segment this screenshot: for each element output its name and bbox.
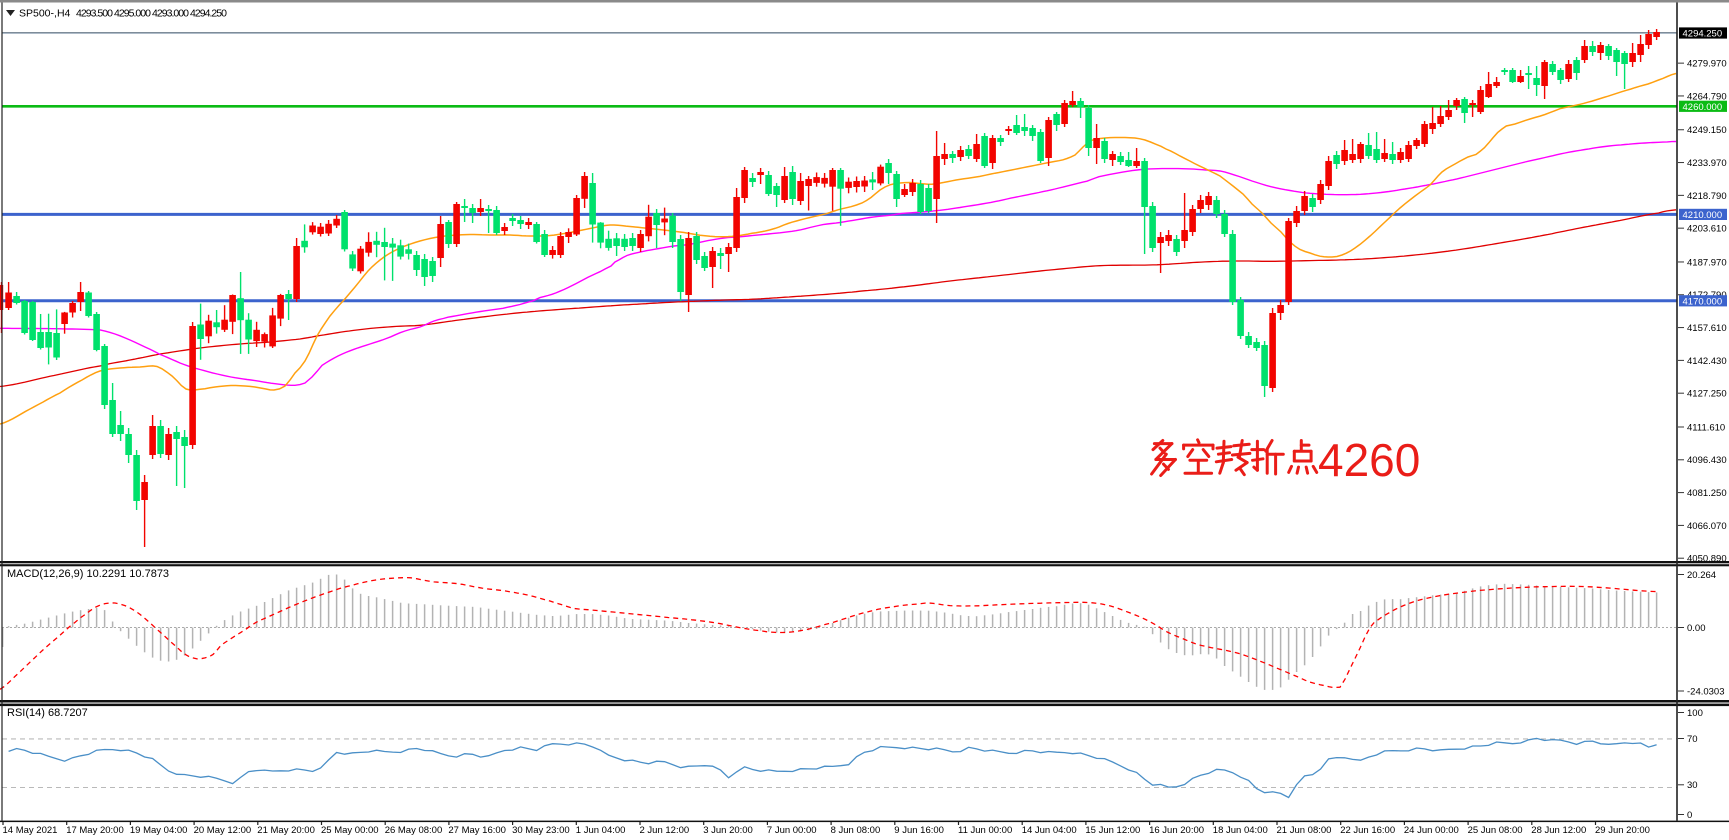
svg-text:4170.000: 4170.000	[1683, 296, 1723, 307]
svg-text:18 Jun 04:00: 18 Jun 04:00	[1213, 825, 1268, 836]
svg-text:4081.250: 4081.250	[1687, 488, 1727, 499]
svg-text:25 May 00:00: 25 May 00:00	[321, 825, 379, 836]
svg-text:4279.970: 4279.970	[1687, 59, 1727, 70]
svg-text:-24.0303: -24.0303	[1687, 686, 1725, 697]
svg-text:26 May 08:00: 26 May 08:00	[385, 825, 443, 836]
svg-text:4233.970: 4233.970	[1687, 158, 1727, 169]
svg-text:100: 100	[1687, 708, 1703, 719]
svg-text:4127.250: 4127.250	[1687, 389, 1727, 400]
svg-text:25 Jun 08:00: 25 Jun 08:00	[1468, 825, 1523, 836]
svg-text:4096.430: 4096.430	[1687, 455, 1727, 466]
svg-text:4142.430: 4142.430	[1687, 356, 1727, 367]
svg-text:11 Jun 00:00: 11 Jun 00:00	[958, 825, 1012, 836]
svg-text:29 Jun 20:00: 29 Jun 20:00	[1595, 825, 1650, 836]
svg-text:4187.970: 4187.970	[1687, 257, 1727, 268]
svg-text:19 May 04:00: 19 May 04:00	[130, 825, 188, 836]
svg-text:22 Jun 16:00: 22 Jun 16:00	[1340, 825, 1395, 836]
svg-text:MACD(12,26,9) 10.2291 10.7873: MACD(12,26,9) 10.2291 10.7873	[7, 568, 169, 580]
svg-text:20.264: 20.264	[1687, 570, 1716, 581]
svg-text:21 May 20:00: 21 May 20:00	[257, 825, 315, 836]
svg-text:0.00: 0.00	[1687, 623, 1706, 634]
svg-text:1 Jun 04:00: 1 Jun 04:00	[576, 825, 626, 836]
svg-text:4249.150: 4249.150	[1687, 125, 1727, 136]
svg-text:2 Jun 12:00: 2 Jun 12:00	[640, 825, 690, 836]
svg-text:RSI(14) 68.7207: RSI(14) 68.7207	[7, 707, 88, 719]
svg-text:20 May 12:00: 20 May 12:00	[194, 825, 252, 836]
svg-text:70: 70	[1687, 734, 1698, 745]
svg-text:8 Jun 08:00: 8 Jun 08:00	[831, 825, 881, 836]
svg-text:4050.890: 4050.890	[1687, 554, 1727, 565]
svg-text:4260: 4260	[1318, 434, 1420, 486]
svg-text:9 Jun 16:00: 9 Jun 16:00	[894, 825, 944, 836]
svg-text:28 Jun 12:00: 28 Jun 12:00	[1531, 825, 1586, 836]
svg-text:SP500-,H4: SP500-,H4	[19, 8, 71, 20]
svg-text:4260.000: 4260.000	[1683, 102, 1723, 113]
svg-text:4157.610: 4157.610	[1687, 323, 1727, 334]
svg-text:14 Jun 04:00: 14 Jun 04:00	[1022, 825, 1077, 836]
svg-text:17 May 20:00: 17 May 20:00	[66, 825, 124, 836]
svg-text:4294.250: 4294.250	[1683, 29, 1723, 40]
svg-text:30 May 23:00: 30 May 23:00	[512, 825, 570, 836]
svg-text:14 May 2021: 14 May 2021	[3, 825, 58, 836]
svg-text:4293.500 4295.000 4293.000 429: 4293.500 4295.000 4293.000 4294.250	[76, 8, 227, 20]
svg-text:4210.000: 4210.000	[1683, 210, 1723, 221]
svg-text:30: 30	[1687, 780, 1698, 791]
svg-text:4264.790: 4264.790	[1687, 91, 1727, 102]
svg-text:4218.790: 4218.790	[1687, 191, 1727, 202]
svg-text:15 Jun 12:00: 15 Jun 12:00	[1085, 825, 1140, 836]
svg-text:4066.070: 4066.070	[1687, 521, 1727, 532]
svg-text:3 Jun 20:00: 3 Jun 20:00	[703, 825, 753, 836]
svg-text:4111.610: 4111.610	[1687, 422, 1725, 433]
svg-text:24 Jun 00:00: 24 Jun 00:00	[1404, 825, 1459, 836]
svg-text:7 Jun 00:00: 7 Jun 00:00	[767, 825, 817, 836]
svg-text:27 May 16:00: 27 May 16:00	[448, 825, 506, 836]
svg-text:4203.610: 4203.610	[1687, 224, 1727, 235]
svg-text:21 Jun 08:00: 21 Jun 08:00	[1277, 825, 1332, 836]
svg-text:16 Jun 20:00: 16 Jun 20:00	[1149, 825, 1204, 836]
svg-text:0: 0	[1687, 810, 1692, 821]
